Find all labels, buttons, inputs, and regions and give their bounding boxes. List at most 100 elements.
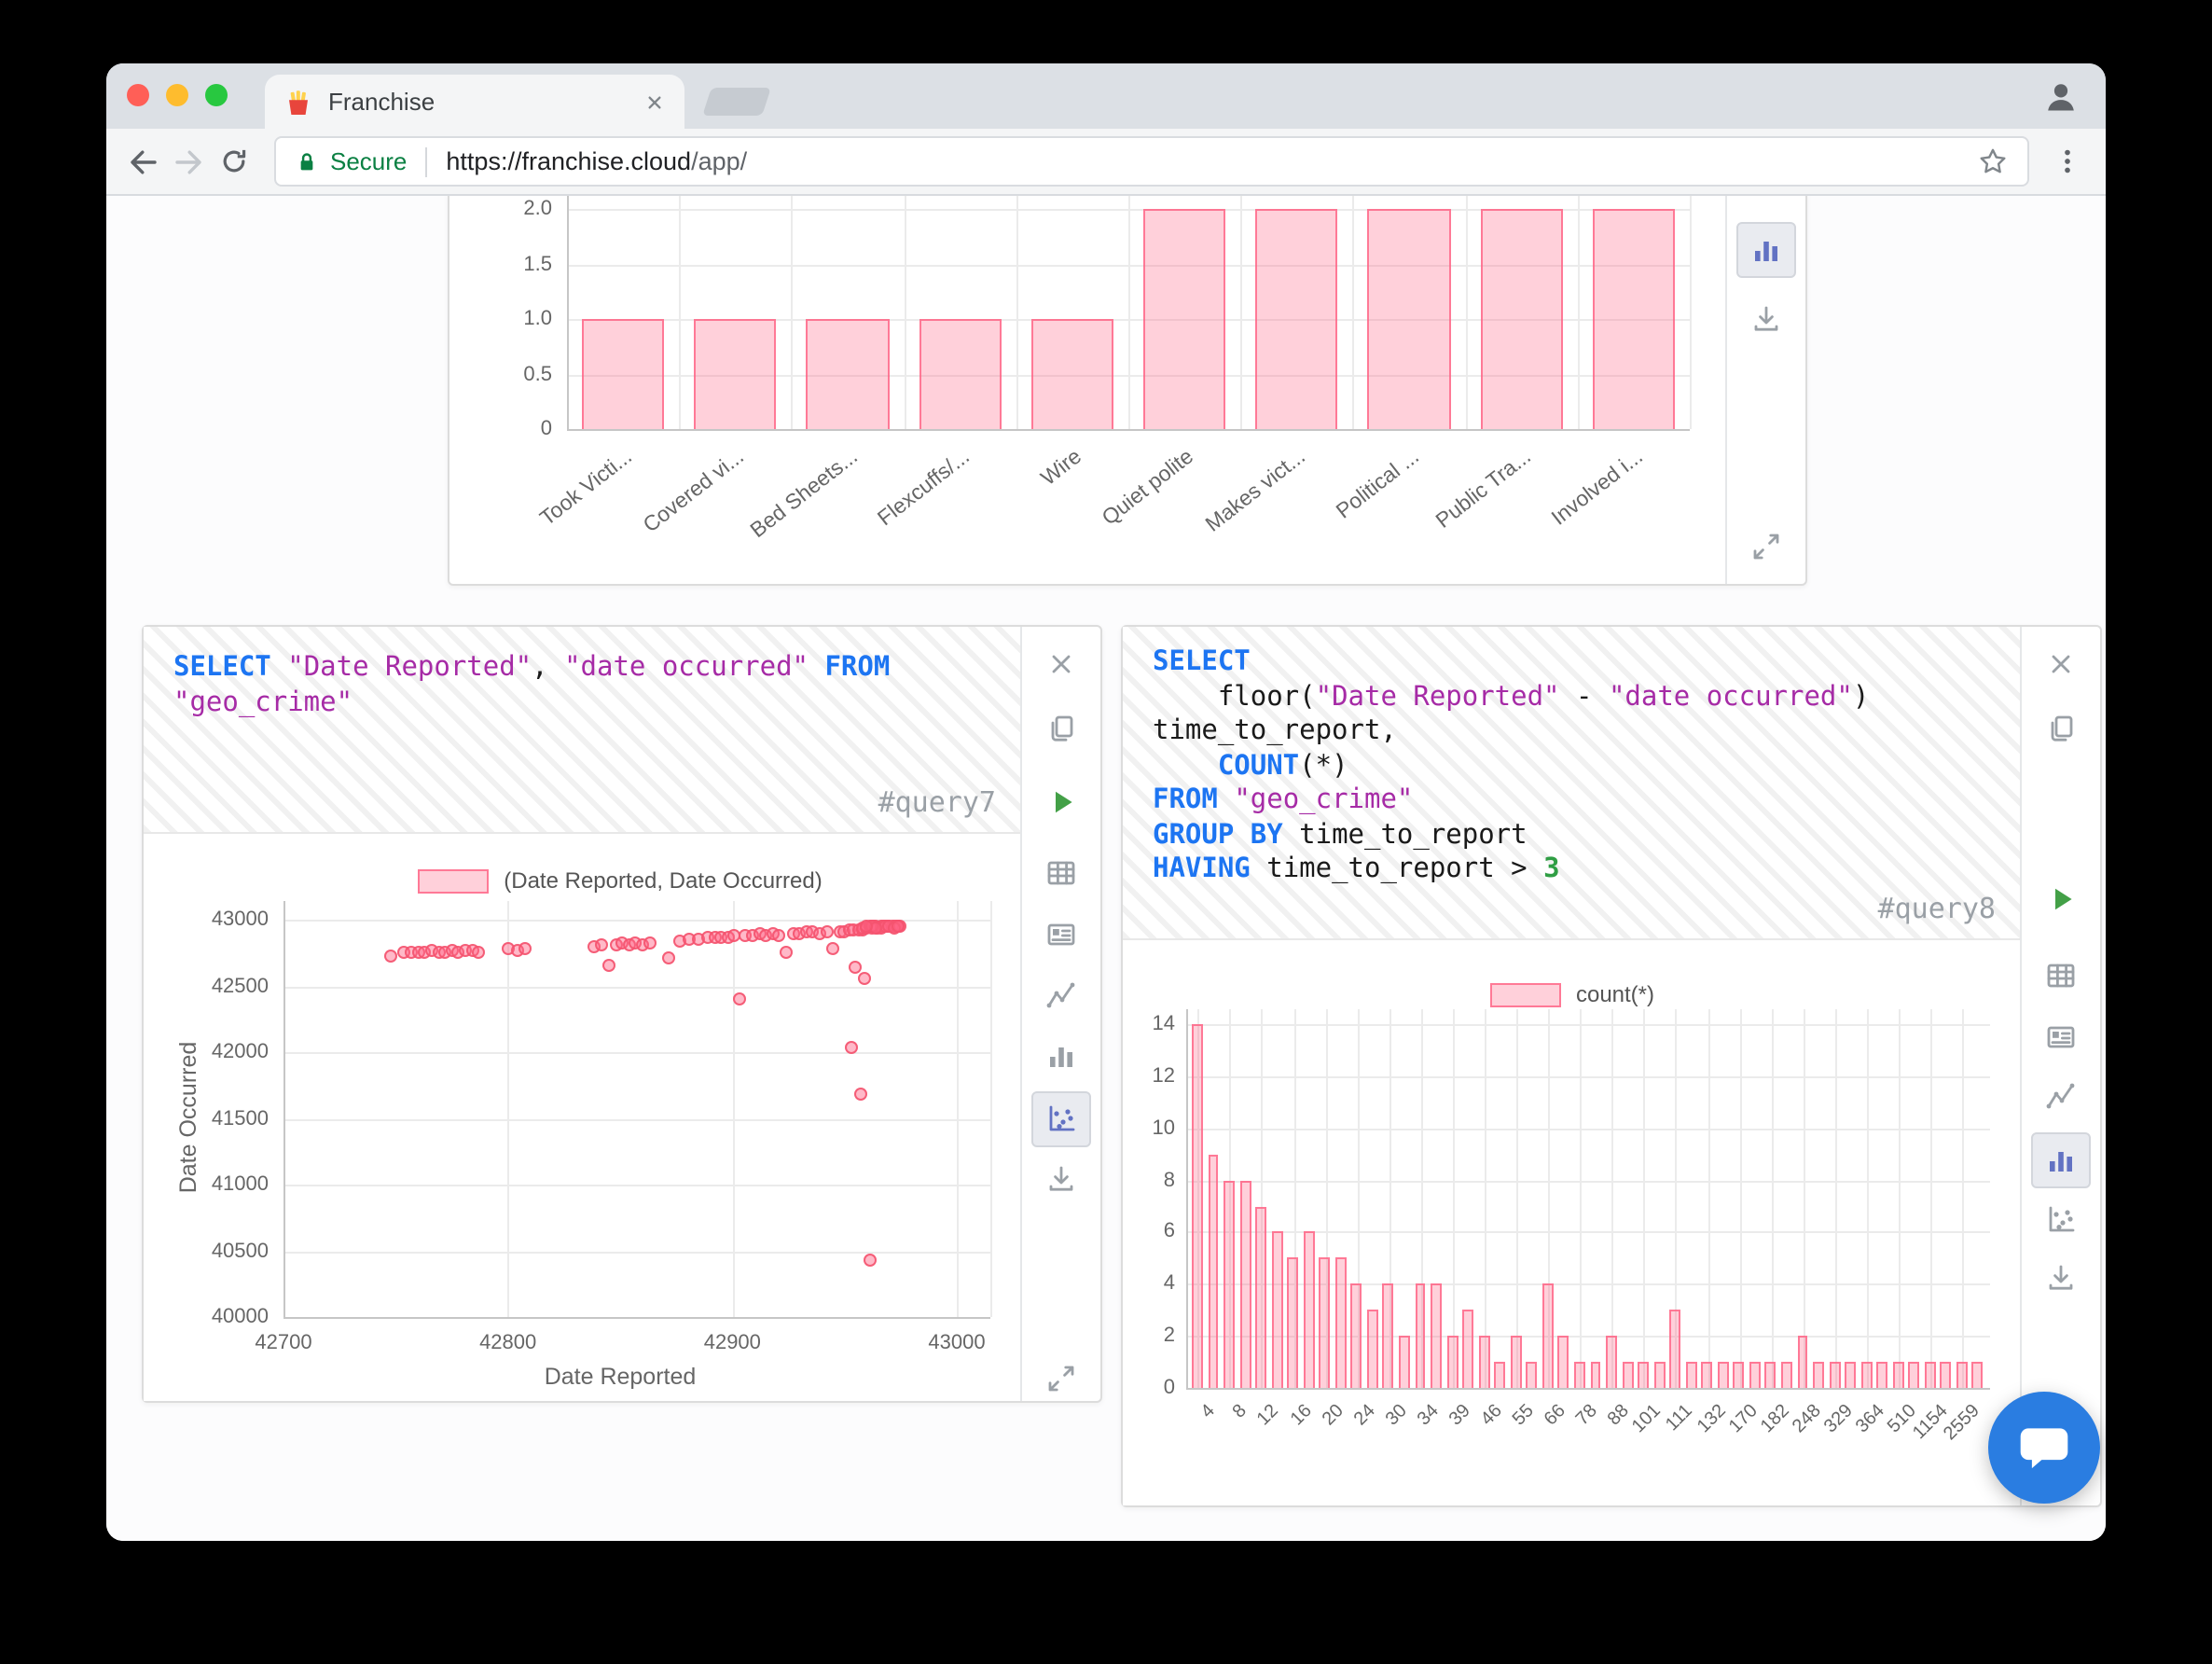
chart-legend[interactable]: (Date Reported, Date Occurred)	[218, 867, 1022, 894]
new-tab-button[interactable]	[702, 88, 771, 116]
x-tick-label: 43000	[928, 1332, 986, 1354]
gridline	[283, 920, 990, 922]
card-icon[interactable]	[2033, 1011, 2089, 1063]
sql-code: SELECT floor("Date Reported" - "date occ…	[1153, 645, 1992, 887]
close-window-button[interactable]	[127, 84, 149, 106]
bar-chart-icon[interactable]	[2031, 1132, 2091, 1188]
sql-line: GROUP BY time_to_report	[1153, 818, 1992, 853]
cell-toolbar	[1020, 627, 1100, 1401]
bar-chart-icon[interactable]	[1033, 1030, 1089, 1082]
tab-title: Franchise	[328, 88, 435, 116]
download-icon[interactable]	[1738, 293, 1794, 345]
gridline	[1465, 196, 1468, 429]
bar	[1255, 1206, 1267, 1388]
gridline	[679, 196, 682, 429]
bar-chart-icon[interactable]	[1736, 222, 1796, 278]
tab-franchise[interactable]: Franchise	[265, 75, 684, 129]
url-separator	[425, 146, 428, 176]
bar	[1749, 1362, 1761, 1388]
run-icon[interactable]	[2033, 873, 2089, 925]
bar	[1638, 1362, 1650, 1388]
scatter-point	[820, 924, 834, 938]
x-tick-label: 42800	[479, 1332, 537, 1354]
y-tick-label: 0	[1163, 1377, 1175, 1399]
scatter-point	[892, 919, 906, 933]
bar	[1239, 1180, 1251, 1388]
sql-token: )	[1852, 682, 1870, 712]
gridline	[1611, 1009, 1614, 1388]
bar	[1876, 1362, 1888, 1388]
tab-close-icon[interactable]	[643, 90, 666, 113]
table-icon[interactable]	[1033, 847, 1089, 899]
scatter-chart-icon[interactable]	[2033, 1194, 2089, 1246]
bar	[1271, 1231, 1283, 1388]
minimize-window-button[interactable]	[166, 84, 188, 106]
back-button[interactable]	[121, 139, 166, 184]
gridline	[1548, 1009, 1551, 1388]
y-tick-label: 1.5	[523, 253, 552, 275]
reload-button[interactable]	[211, 139, 256, 184]
gridline	[1739, 1009, 1742, 1388]
y-tick-label: 41500	[211, 1107, 269, 1130]
bar	[1669, 1310, 1681, 1388]
menu-icon[interactable]	[2052, 146, 2083, 177]
expand-icon[interactable]	[1033, 1352, 1089, 1405]
close-icon[interactable]	[1033, 638, 1089, 690]
chat-fab[interactable]	[1988, 1392, 2100, 1504]
scatter-chart-icon[interactable]	[1031, 1091, 1091, 1147]
gridline	[283, 986, 990, 988]
bar	[1030, 319, 1113, 429]
copy-icon[interactable]	[2033, 701, 2089, 754]
zoom-window-button[interactable]	[205, 84, 228, 106]
bookmark-star-icon[interactable]	[1977, 146, 2009, 177]
sql-editor[interactable]: SELECT "Date Reported", "date occurred" …	[144, 627, 1022, 832]
gridline	[1707, 1009, 1710, 1388]
query-cell-7: SELECT "Date Reported", "date occurred" …	[142, 625, 1102, 1403]
gridline	[1690, 196, 1692, 429]
run-icon[interactable]	[1033, 776, 1089, 828]
bar	[1287, 1257, 1299, 1388]
gridline	[904, 196, 906, 429]
bar	[1431, 1283, 1443, 1388]
sql-token: SELECT	[1153, 647, 1251, 677]
y-tick-label: 40000	[211, 1306, 269, 1328]
line-chart-icon[interactable]	[2033, 1071, 2089, 1123]
sql-token: (*)	[1299, 751, 1348, 781]
sql-token	[1218, 785, 1234, 815]
bar	[694, 319, 777, 429]
chart-legend[interactable]: count(*)	[1123, 981, 2022, 1007]
bar	[1829, 1362, 1841, 1388]
x-axis-title: Date Reported	[544, 1364, 697, 1390]
sql-editor[interactable]: SELECT floor("Date Reported" - "date occ…	[1123, 627, 2022, 938]
line-chart-icon[interactable]	[1033, 970, 1089, 1022]
sql-token	[271, 653, 287, 683]
cell-toolbar	[1725, 196, 1805, 584]
table-icon[interactable]	[2033, 950, 2089, 1002]
gridline	[283, 1317, 990, 1319]
bar	[1478, 1336, 1490, 1388]
bar	[1399, 1336, 1410, 1388]
gridline	[1516, 1009, 1519, 1388]
gridline	[283, 1118, 990, 1120]
bar	[1780, 1362, 1792, 1388]
download-icon[interactable]	[2033, 1252, 2089, 1304]
bar	[1541, 1283, 1554, 1388]
close-icon[interactable]	[2033, 638, 2089, 690]
bar	[1860, 1362, 1873, 1388]
download-icon[interactable]	[1033, 1153, 1089, 1205]
bar	[1224, 1180, 1236, 1388]
expand-icon[interactable]	[1738, 520, 1794, 573]
scatter-point	[863, 1254, 877, 1268]
profile-icon[interactable]	[2042, 78, 2080, 116]
bar	[582, 319, 665, 429]
card-icon[interactable]	[1033, 908, 1089, 961]
forward-button[interactable]	[166, 139, 211, 184]
lock-icon	[295, 148, 319, 174]
y-tick-label: 14	[1152, 1013, 1176, 1035]
bar	[1592, 209, 1675, 429]
gridline	[1866, 1009, 1869, 1388]
copy-icon[interactable]	[1033, 701, 1089, 754]
url-field[interactable]: Secure https://franchise.cloud/app/	[274, 136, 2029, 187]
sql-token: "date occurred"	[564, 653, 809, 683]
